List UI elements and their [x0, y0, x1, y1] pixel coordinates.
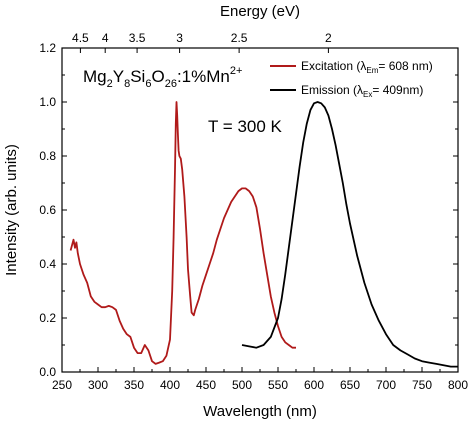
y-tick-label: 1.0	[39, 95, 56, 109]
compound-part: Y	[113, 67, 124, 86]
legend-text-part: Emission (	[301, 83, 357, 97]
temperature-label: T = 300 K	[208, 117, 283, 136]
legend-text-part: = 409nm)	[372, 83, 423, 97]
legend: Excitation (λEm= 608 nm) Emission (λEx= …	[270, 59, 433, 99]
series-line-excitation	[69, 101, 296, 365]
x-tick-label: 650	[340, 378, 360, 392]
compound-label: Mg2Y8Si6O26:1%Mn2+	[83, 65, 242, 90]
data-series	[69, 101, 458, 368]
top-tick-label: 4.5	[72, 31, 89, 45]
legend-subscript: Ex	[363, 90, 372, 99]
y-tick-label: 0.2	[39, 311, 56, 325]
legend-entry-emission: Emission (λEx= 409nm)	[301, 83, 423, 99]
compound-superscript: 2+	[230, 65, 243, 77]
compound-part: Mg	[83, 67, 107, 86]
legend-text-part: Excitation (	[301, 59, 360, 73]
compound-subscript: 8	[124, 78, 130, 90]
y-tick-label: 0.4	[39, 257, 56, 271]
x-tick-label: 350	[124, 378, 144, 392]
x-tick-label: 250	[52, 378, 72, 392]
top-tick-label: 2	[325, 31, 332, 45]
x-tick-label: 550	[268, 378, 288, 392]
y-tick-label: 0.6	[39, 203, 56, 217]
legend-lambda: λ	[360, 59, 366, 73]
x-tick-label: 750	[412, 378, 432, 392]
x-tick-label: 300	[88, 378, 108, 392]
compound-subscript: 6	[145, 78, 151, 90]
legend-entry-excitation: Excitation (λEm= 608 nm)	[301, 59, 433, 75]
x-tick-label: 600	[304, 378, 324, 392]
y-tick-label: 0.0	[39, 365, 56, 379]
top-tick-label: 4	[102, 31, 109, 45]
axis-ticks: 250 300 350 400 450 500 550 600 650 700 750 800 0.0 0…	[39, 31, 468, 392]
x-tick-label: 400	[160, 378, 180, 392]
y-axis-title: Intensity (arb. units)	[3, 144, 20, 276]
legend-lambda: λ	[357, 83, 363, 97]
x-tick-label: 800	[448, 378, 468, 392]
compound-part: :1%Mn	[177, 67, 230, 86]
series-line-emission	[241, 101, 458, 368]
top-tick-label: 3	[176, 31, 183, 45]
y-tick-label: 1.2	[39, 41, 56, 55]
x-axis-title: Wavelength (nm)	[203, 403, 317, 420]
top-axis-title: Energy (eV)	[220, 3, 300, 20]
compound-part: O	[151, 67, 164, 86]
x-tick-label: 500	[232, 378, 252, 392]
y-tick-label: 0.8	[39, 149, 56, 163]
top-tick-label: 3.5	[129, 31, 146, 45]
compound-subscript: 2	[107, 78, 113, 90]
compound-part: Si	[130, 67, 145, 86]
top-tick-label: 2.5	[231, 31, 248, 45]
compound-subscript: 26	[165, 78, 177, 90]
x-tick-label: 450	[196, 378, 216, 392]
x-tick-label: 700	[376, 378, 396, 392]
legend-text-part: = 608 nm)	[378, 59, 432, 73]
legend-subscript: Em	[366, 66, 378, 75]
